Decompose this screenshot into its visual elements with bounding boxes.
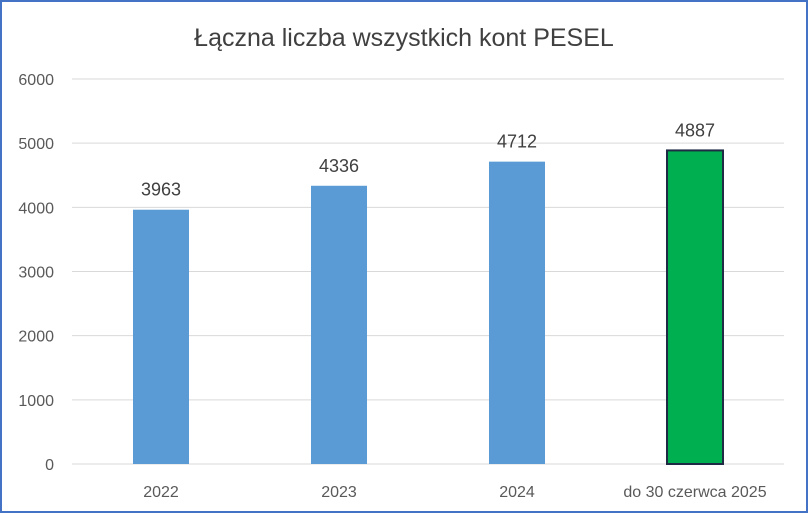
- data-label: 4336: [319, 156, 359, 176]
- y-tick-label: 4000: [18, 200, 54, 217]
- y-tick-label: 6000: [18, 72, 54, 89]
- x-tick-label: 2022: [143, 484, 179, 501]
- data-label: 4712: [497, 132, 537, 152]
- data-label: 4887: [675, 120, 715, 140]
- x-tick-label: do 30 czerwca 2025: [623, 484, 766, 501]
- y-tick-label: 5000: [18, 136, 54, 153]
- chart-title: Łączna liczba wszystkich kont PESEL: [194, 24, 614, 52]
- bar: [666, 149, 724, 465]
- data-label: 3963: [141, 180, 181, 200]
- y-tick-label: 1000: [18, 393, 54, 410]
- x-tick-label: 2023: [321, 484, 357, 501]
- y-tick-label: 0: [45, 457, 54, 474]
- bar: [133, 209, 189, 464]
- y-tick-label: 3000: [18, 265, 54, 282]
- x-tick-label: 2024: [499, 484, 535, 501]
- bar: [311, 185, 367, 465]
- y-tick-label: 2000: [18, 329, 54, 346]
- bar: [489, 161, 545, 464]
